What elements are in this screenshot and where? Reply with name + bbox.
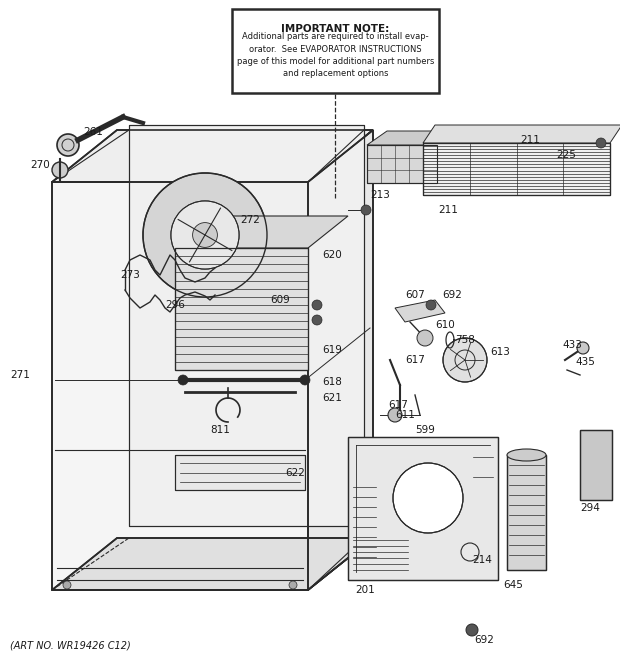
Text: 617: 617 [405, 355, 425, 365]
Text: 271: 271 [10, 370, 30, 380]
Polygon shape [175, 216, 348, 248]
Text: 811: 811 [210, 425, 230, 435]
Polygon shape [52, 538, 373, 590]
Polygon shape [367, 131, 457, 145]
Text: 622: 622 [285, 468, 305, 478]
Text: 272: 272 [240, 215, 260, 225]
Text: 619: 619 [322, 345, 342, 355]
Polygon shape [367, 145, 437, 183]
Text: 273: 273 [120, 270, 140, 280]
Polygon shape [348, 437, 498, 580]
Text: 618: 618 [322, 377, 342, 387]
Circle shape [596, 138, 606, 148]
Polygon shape [308, 130, 373, 590]
Text: Additional parts are required to install evap-
orator.  See EVAPORATOR INSTRUCTI: Additional parts are required to install… [237, 32, 434, 79]
Text: 270: 270 [30, 160, 50, 170]
Polygon shape [175, 248, 308, 370]
Circle shape [417, 330, 433, 346]
FancyBboxPatch shape [232, 9, 439, 93]
Polygon shape [423, 125, 620, 143]
Polygon shape [580, 430, 612, 500]
Polygon shape [129, 125, 364, 526]
Text: 645: 645 [503, 580, 523, 590]
Circle shape [388, 408, 402, 422]
Polygon shape [395, 300, 445, 322]
Text: 611: 611 [395, 410, 415, 420]
Circle shape [577, 342, 589, 354]
Text: 201: 201 [355, 585, 374, 595]
Circle shape [178, 375, 188, 385]
Circle shape [193, 223, 218, 247]
Circle shape [312, 315, 322, 325]
Text: 617: 617 [388, 400, 408, 410]
Circle shape [393, 463, 463, 533]
Text: 613: 613 [490, 347, 510, 357]
Text: 620: 620 [322, 250, 342, 260]
Circle shape [52, 162, 68, 178]
Circle shape [289, 581, 297, 589]
Text: 211: 211 [438, 205, 458, 215]
Text: IMPORTANT NOTE:: IMPORTANT NOTE: [281, 24, 389, 34]
Text: 225: 225 [556, 150, 576, 160]
Circle shape [466, 624, 478, 636]
Polygon shape [423, 143, 610, 195]
Text: 296: 296 [165, 300, 185, 310]
Text: 261: 261 [83, 127, 103, 137]
Circle shape [143, 173, 267, 297]
Text: 214: 214 [472, 555, 492, 565]
Text: 692: 692 [442, 290, 462, 300]
Text: 758: 758 [455, 335, 475, 345]
Polygon shape [52, 130, 373, 182]
Polygon shape [507, 455, 546, 570]
Text: 211: 211 [520, 135, 540, 145]
Circle shape [63, 581, 71, 589]
Text: 599: 599 [415, 425, 435, 435]
Circle shape [57, 134, 79, 156]
Ellipse shape [507, 449, 546, 461]
Text: 294: 294 [580, 503, 600, 513]
Circle shape [361, 205, 371, 215]
Circle shape [312, 300, 322, 310]
Text: 610: 610 [435, 320, 454, 330]
Text: (ART NO. WR19426 C12): (ART NO. WR19426 C12) [10, 640, 131, 650]
Text: 433: 433 [562, 340, 582, 350]
Text: 692: 692 [474, 635, 494, 645]
Text: 609: 609 [270, 295, 290, 305]
Circle shape [443, 338, 487, 382]
Circle shape [426, 300, 436, 310]
Text: 607: 607 [405, 290, 425, 300]
Circle shape [300, 375, 310, 385]
Circle shape [171, 201, 239, 269]
Polygon shape [175, 455, 305, 490]
Text: 213: 213 [370, 190, 390, 200]
Text: 621: 621 [322, 393, 342, 403]
Text: 435: 435 [575, 357, 595, 367]
Polygon shape [52, 182, 308, 590]
